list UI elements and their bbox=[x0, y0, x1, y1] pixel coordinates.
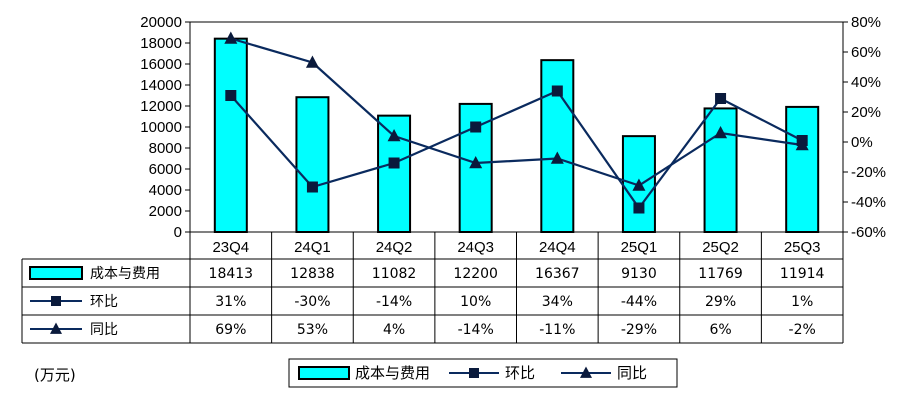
table-cell-value: 9130 bbox=[621, 266, 657, 282]
table-key-bar bbox=[29, 266, 83, 280]
legend-triangle-icon bbox=[580, 366, 592, 378]
left-axis-tick-label: 0 bbox=[174, 224, 182, 241]
table-cell-value: -30% bbox=[294, 294, 330, 310]
yoy-marker bbox=[305, 55, 319, 68]
left-axis-tick-label: 18000 bbox=[140, 35, 182, 52]
table-key-square-icon bbox=[51, 296, 61, 306]
qoq-marker bbox=[388, 157, 400, 169]
table-cell-value: 12838 bbox=[290, 266, 335, 282]
left-axis-tick-label: 4000 bbox=[149, 182, 182, 199]
table-row-label: 同比 bbox=[90, 322, 118, 338]
yoy-marker bbox=[224, 31, 238, 44]
table-cell-value: 6% bbox=[709, 322, 731, 338]
legend-square-icon bbox=[469, 368, 479, 378]
qoq-marker bbox=[225, 90, 237, 101]
category-label: 25Q2 bbox=[702, 239, 739, 256]
left-axis-tick-label: 20000 bbox=[140, 14, 182, 31]
category-label: 24Q3 bbox=[457, 239, 494, 256]
left-axis-tick-label: 10000 bbox=[140, 119, 182, 136]
table-row-label: 环比 bbox=[90, 294, 118, 310]
left-axis-tick-label: 16000 bbox=[140, 56, 182, 73]
left-axis-tick-label: 8000 bbox=[149, 140, 182, 157]
table-cell-value: -29% bbox=[621, 322, 657, 338]
category-label: 24Q1 bbox=[294, 239, 331, 256]
qoq-marker bbox=[470, 121, 482, 133]
legend-label: 成本与费用 bbox=[355, 364, 430, 382]
right-axis-tick-label: -40% bbox=[851, 194, 886, 211]
right-axis-tick-label: 20% bbox=[851, 104, 881, 121]
bar-cost-expense bbox=[213, 37, 248, 234]
table-cell-value: 10% bbox=[460, 294, 491, 310]
table-row-label: 成本与费用 bbox=[90, 266, 160, 282]
yoy-marker bbox=[714, 125, 728, 139]
table-cell-value: -14% bbox=[376, 294, 412, 310]
legend-label: 同比 bbox=[617, 364, 647, 382]
left-axis-tick-label: 2000 bbox=[149, 203, 182, 220]
left-axis-tick-label: 12000 bbox=[140, 98, 182, 115]
qoq-marker bbox=[551, 85, 563, 97]
table-cell-value: 18413 bbox=[209, 266, 254, 282]
right-axis-tick-label: 80% bbox=[851, 14, 881, 31]
qoq-marker bbox=[633, 202, 645, 214]
table-cell-value: -14% bbox=[458, 322, 494, 338]
category-label: 23Q4 bbox=[212, 239, 249, 256]
unit-label: (万元) bbox=[34, 366, 76, 384]
table-cell-value: 29% bbox=[705, 294, 736, 310]
right-axis-tick-label: 60% bbox=[851, 44, 881, 61]
category-label: 24Q4 bbox=[539, 239, 576, 256]
table-cell-value: 53% bbox=[297, 322, 328, 338]
category-label: 24Q2 bbox=[376, 239, 413, 256]
table-cell-value: 16367 bbox=[535, 266, 580, 282]
right-axis-tick-label: -60% bbox=[851, 224, 886, 241]
table-cell-value: -2% bbox=[789, 322, 816, 338]
qoq-marker bbox=[306, 181, 318, 193]
table-cell-value: 4% bbox=[383, 322, 405, 338]
table-cell-value: 11082 bbox=[372, 266, 417, 282]
category-label: 25Q3 bbox=[784, 239, 821, 256]
left-axis-tick-label: 14000 bbox=[140, 77, 182, 94]
left-axis-tick-label: 6000 bbox=[149, 161, 182, 178]
table-cell-value: 1% bbox=[791, 294, 813, 310]
yoy-marker bbox=[550, 151, 564, 164]
qoq-marker bbox=[715, 93, 727, 104]
yoy-line bbox=[230, 37, 803, 187]
category-label: 25Q1 bbox=[621, 239, 658, 256]
table-cell-value: -11% bbox=[539, 322, 575, 338]
right-axis-tick-label: 0% bbox=[851, 134, 873, 151]
legend-label: 环比 bbox=[505, 364, 535, 382]
bar-cost-expense bbox=[785, 105, 820, 233]
table-cell-value: 69% bbox=[215, 322, 246, 338]
plot-area bbox=[189, 21, 844, 233]
table-key-triangle-icon bbox=[50, 322, 62, 334]
yoy-marker bbox=[387, 128, 401, 142]
qoq-line bbox=[229, 89, 803, 210]
table-cell-value: 12200 bbox=[453, 266, 498, 282]
table-cell-value: 11914 bbox=[780, 266, 825, 282]
table-cell-value: 34% bbox=[542, 294, 573, 310]
table-cell-value: 11769 bbox=[698, 266, 743, 282]
yoy-marker bbox=[632, 178, 646, 191]
yoy-marker bbox=[795, 137, 809, 151]
yoy-marker bbox=[469, 155, 483, 169]
bar-cost-expense bbox=[295, 96, 330, 233]
table-cell-value: 31% bbox=[215, 294, 246, 310]
table-cell-value: -44% bbox=[621, 294, 657, 310]
legend-key-bar bbox=[298, 366, 350, 380]
right-axis-tick-label: -20% bbox=[851, 164, 886, 181]
right-axis-tick-label: 40% bbox=[851, 74, 881, 91]
